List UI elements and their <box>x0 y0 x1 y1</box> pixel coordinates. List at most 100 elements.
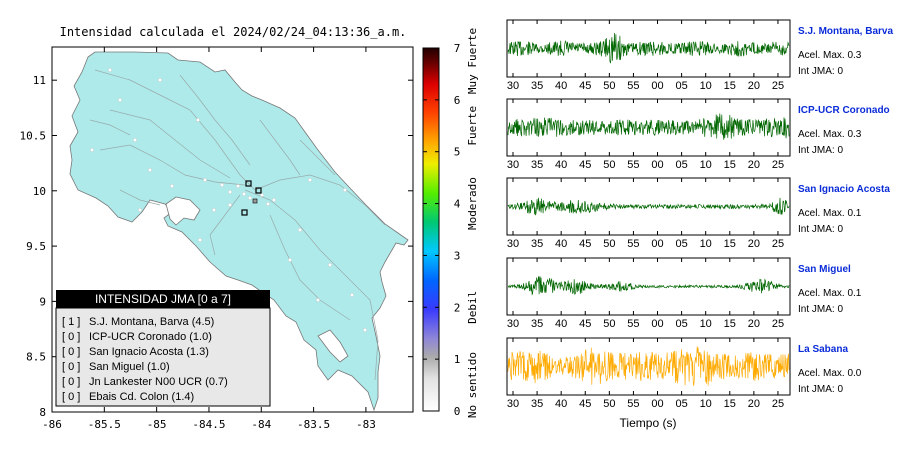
town-marker <box>236 184 240 188</box>
waveform-tick-label: 50 <box>603 159 615 171</box>
waveform-tick-label: 50 <box>603 80 615 92</box>
station-name[interactable]: ICP-UCR Coronado <box>798 105 890 116</box>
road-line <box>89 119 131 136</box>
town-marker <box>148 168 152 172</box>
waveform-tick-label: 30 <box>507 398 519 410</box>
legend-item-index: [ 0 ] <box>62 346 80 358</box>
waveform-tick-label: 30 <box>507 238 519 250</box>
colorbar-labels: No sentido Debil Moderado Fuerte Muy Fuerte <box>466 28 479 418</box>
legend-item-index: [ 1 ] <box>62 316 80 328</box>
town-marker <box>108 68 112 72</box>
waveform-tick-label: 15 <box>724 159 736 171</box>
station-jma-intensity: Int JMA: 0 <box>798 384 843 395</box>
town-marker <box>138 208 142 212</box>
colorbar-tick-label: 3 <box>454 249 461 262</box>
town-markers <box>90 68 367 332</box>
station-marker[interactable] <box>245 180 252 187</box>
legend-item-label[interactable]: Ebais Cd. Colon (1.4) <box>89 391 194 403</box>
legend-item-index: [ 0 ] <box>62 361 80 373</box>
waveform-tick-label: 00 <box>651 398 663 410</box>
waveform-tick-label: 30 <box>507 159 519 171</box>
waveform-tick-label: 35 <box>531 238 543 250</box>
station-marker[interactable] <box>255 187 262 194</box>
colorbar-tick-label: 2 <box>454 301 461 314</box>
legend-item-label[interactable]: Jn Lankester N00 UCR (0.7) <box>89 376 228 388</box>
waveform-trace <box>507 32 790 64</box>
waveform-tick-label: 40 <box>555 238 567 250</box>
waveform-tick-label: 45 <box>579 318 591 330</box>
legend-item-label[interactable]: ICP-UCR Coronado (1.0) <box>89 331 212 343</box>
town-marker <box>198 238 202 242</box>
waveform-tick-label: 20 <box>748 80 760 92</box>
map-y-tick-label: 9 <box>39 295 46 308</box>
station-name[interactable]: S.J. Montana, Barva <box>798 26 893 37</box>
station-marker[interactable] <box>252 198 258 204</box>
waveform-panel: 30 35 40 45 50 55 00 05 10 15 20 25 S.J. Montana, Ba… <box>506 19 893 92</box>
legend-item-label[interactable]: San Ignacio Acosta (1.3) <box>89 346 209 358</box>
waveform-tick-label: 35 <box>531 80 543 92</box>
station-max-accel: Acel. Max. 0.3 <box>798 50 862 61</box>
waveform-tick-label: 35 <box>531 398 543 410</box>
colorbar-category-label: Moderado <box>466 177 479 230</box>
waveform-tick-label: 40 <box>555 398 567 410</box>
station-name[interactable]: San Ignacio Acosta <box>798 184 890 195</box>
map-y-axis: 11 10.5 10 9.5 9 8.5 8 <box>20 74 413 419</box>
waveform-tick-label: 55 <box>627 318 639 330</box>
road-line <box>109 109 231 179</box>
legend-box <box>55 307 271 407</box>
map-x-tick-label: -85 <box>147 418 167 431</box>
map-x-tick-label: -85.5 <box>88 418 121 431</box>
waveform-tick-label: 55 <box>627 80 639 92</box>
town-marker <box>228 190 232 194</box>
station-max-accel: Acel. Max. 0.1 <box>798 288 862 299</box>
waveform-tick-label: 15 <box>724 398 736 410</box>
waveform-tick-label: 40 <box>555 159 567 171</box>
waveform-tick-label: 50 <box>603 238 615 250</box>
town-marker <box>133 138 137 142</box>
legend-item-index: [ 0 ] <box>62 331 80 343</box>
waveform-trace <box>507 346 790 386</box>
waveform-tick-label: 00 <box>651 80 663 92</box>
waveform-tick-label: 05 <box>675 80 687 92</box>
map-y-tick-label: 10 <box>33 185 46 198</box>
waveform-tick-label: 05 <box>675 159 687 171</box>
map-y-tick-label: 11 <box>33 74 46 87</box>
station-name[interactable]: San Miguel <box>798 264 851 275</box>
map-y-tick-label: 10.5 <box>20 129 47 142</box>
colorbar-strip <box>422 47 440 412</box>
town-marker <box>343 188 347 192</box>
colorbar-tick-label: 5 <box>454 146 461 159</box>
station-name[interactable]: La Sabana <box>798 344 848 355</box>
town-marker <box>248 196 252 200</box>
waveform-tick-label: 40 <box>555 80 567 92</box>
town-marker <box>260 193 264 197</box>
map-x-tick-label: -83.5 <box>297 418 330 431</box>
waveform-tick-label: 55 <box>627 238 639 250</box>
waveform-tick-label: 45 <box>579 159 591 171</box>
town-marker <box>363 328 367 332</box>
waveform-tick-label: 50 <box>603 398 615 410</box>
waveform-tick-label: 40 <box>555 318 567 330</box>
waveform-trace <box>507 197 790 216</box>
legend-item-label[interactable]: S.J. Montana, Barva (4.5) <box>89 316 214 328</box>
road-line <box>254 174 386 226</box>
map-x-axis: -86 -85.5 -85 -84.5 -84 -83.5 -83 <box>42 47 376 431</box>
waveform-tick-label: 45 <box>579 80 591 92</box>
waveform-tick-label: 20 <box>748 318 760 330</box>
town-marker <box>242 192 246 196</box>
waveform-tick-label: 20 <box>748 159 760 171</box>
waveform-tick-label: 20 <box>748 398 760 410</box>
waveform-tick-label: 10 <box>700 238 712 250</box>
waveform-tick-label: 35 <box>531 318 543 330</box>
town-marker <box>196 118 200 122</box>
map-y-tick-label: 8 <box>39 406 46 419</box>
waveform-panel: 30 35 40 45 50 55 00 05 10 15 20 25 San Miguel Acel. … <box>506 257 862 330</box>
station-markers <box>241 180 262 216</box>
colorbar-tick-label: 7 <box>454 42 461 55</box>
waveform-tick-label: 55 <box>627 159 639 171</box>
legend-item-label[interactable]: San Miguel (1.0) <box>89 361 170 373</box>
station-marker[interactable] <box>241 209 248 216</box>
waveform-panel: 30 35 40 45 50 55 00 05 10 15 20 25 La Sabana Acel. M… <box>506 337 862 410</box>
colorbar-tick-label: 6 <box>454 94 461 107</box>
